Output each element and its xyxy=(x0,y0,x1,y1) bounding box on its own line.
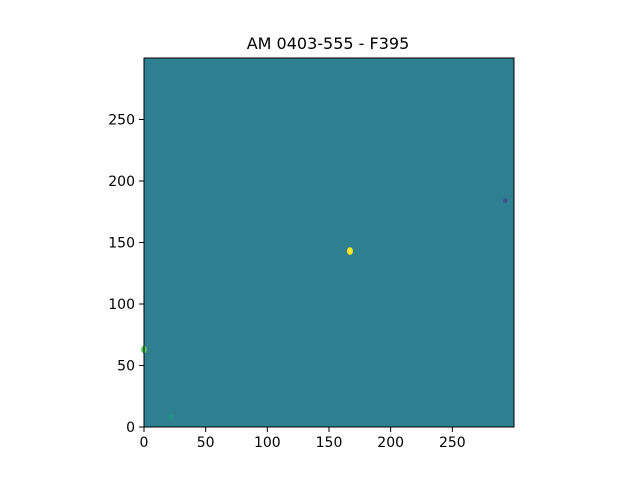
bright-source-point xyxy=(168,414,174,421)
x-tick-label: 100 xyxy=(254,435,281,451)
bright-source-point xyxy=(503,198,508,204)
x-tick-label: 200 xyxy=(377,435,404,451)
chart-title: AM 0403-555 - F395 xyxy=(247,34,410,53)
y-tick-label: 200 xyxy=(108,174,135,190)
image-noise-texture xyxy=(144,58,514,427)
y-tick-label: 250 xyxy=(108,113,135,129)
x-tick-label: 50 xyxy=(197,435,215,451)
x-tick-label: 150 xyxy=(316,435,343,451)
y-tick-label: 50 xyxy=(117,359,135,375)
y-tick-label: 100 xyxy=(108,297,135,313)
x-tick-label: 250 xyxy=(439,435,466,451)
x-axis: 0 50 100 150 200 250 xyxy=(140,427,466,451)
bright-sources xyxy=(141,198,508,421)
x-tick-label: 0 xyxy=(140,435,149,451)
y-axis: 0 50 100 150 200 250 xyxy=(108,113,144,436)
y-tick-label: 0 xyxy=(126,420,135,436)
y-tick-label: 150 xyxy=(108,236,135,252)
bright-source-point xyxy=(346,247,353,255)
image-plot-area xyxy=(141,57,515,428)
